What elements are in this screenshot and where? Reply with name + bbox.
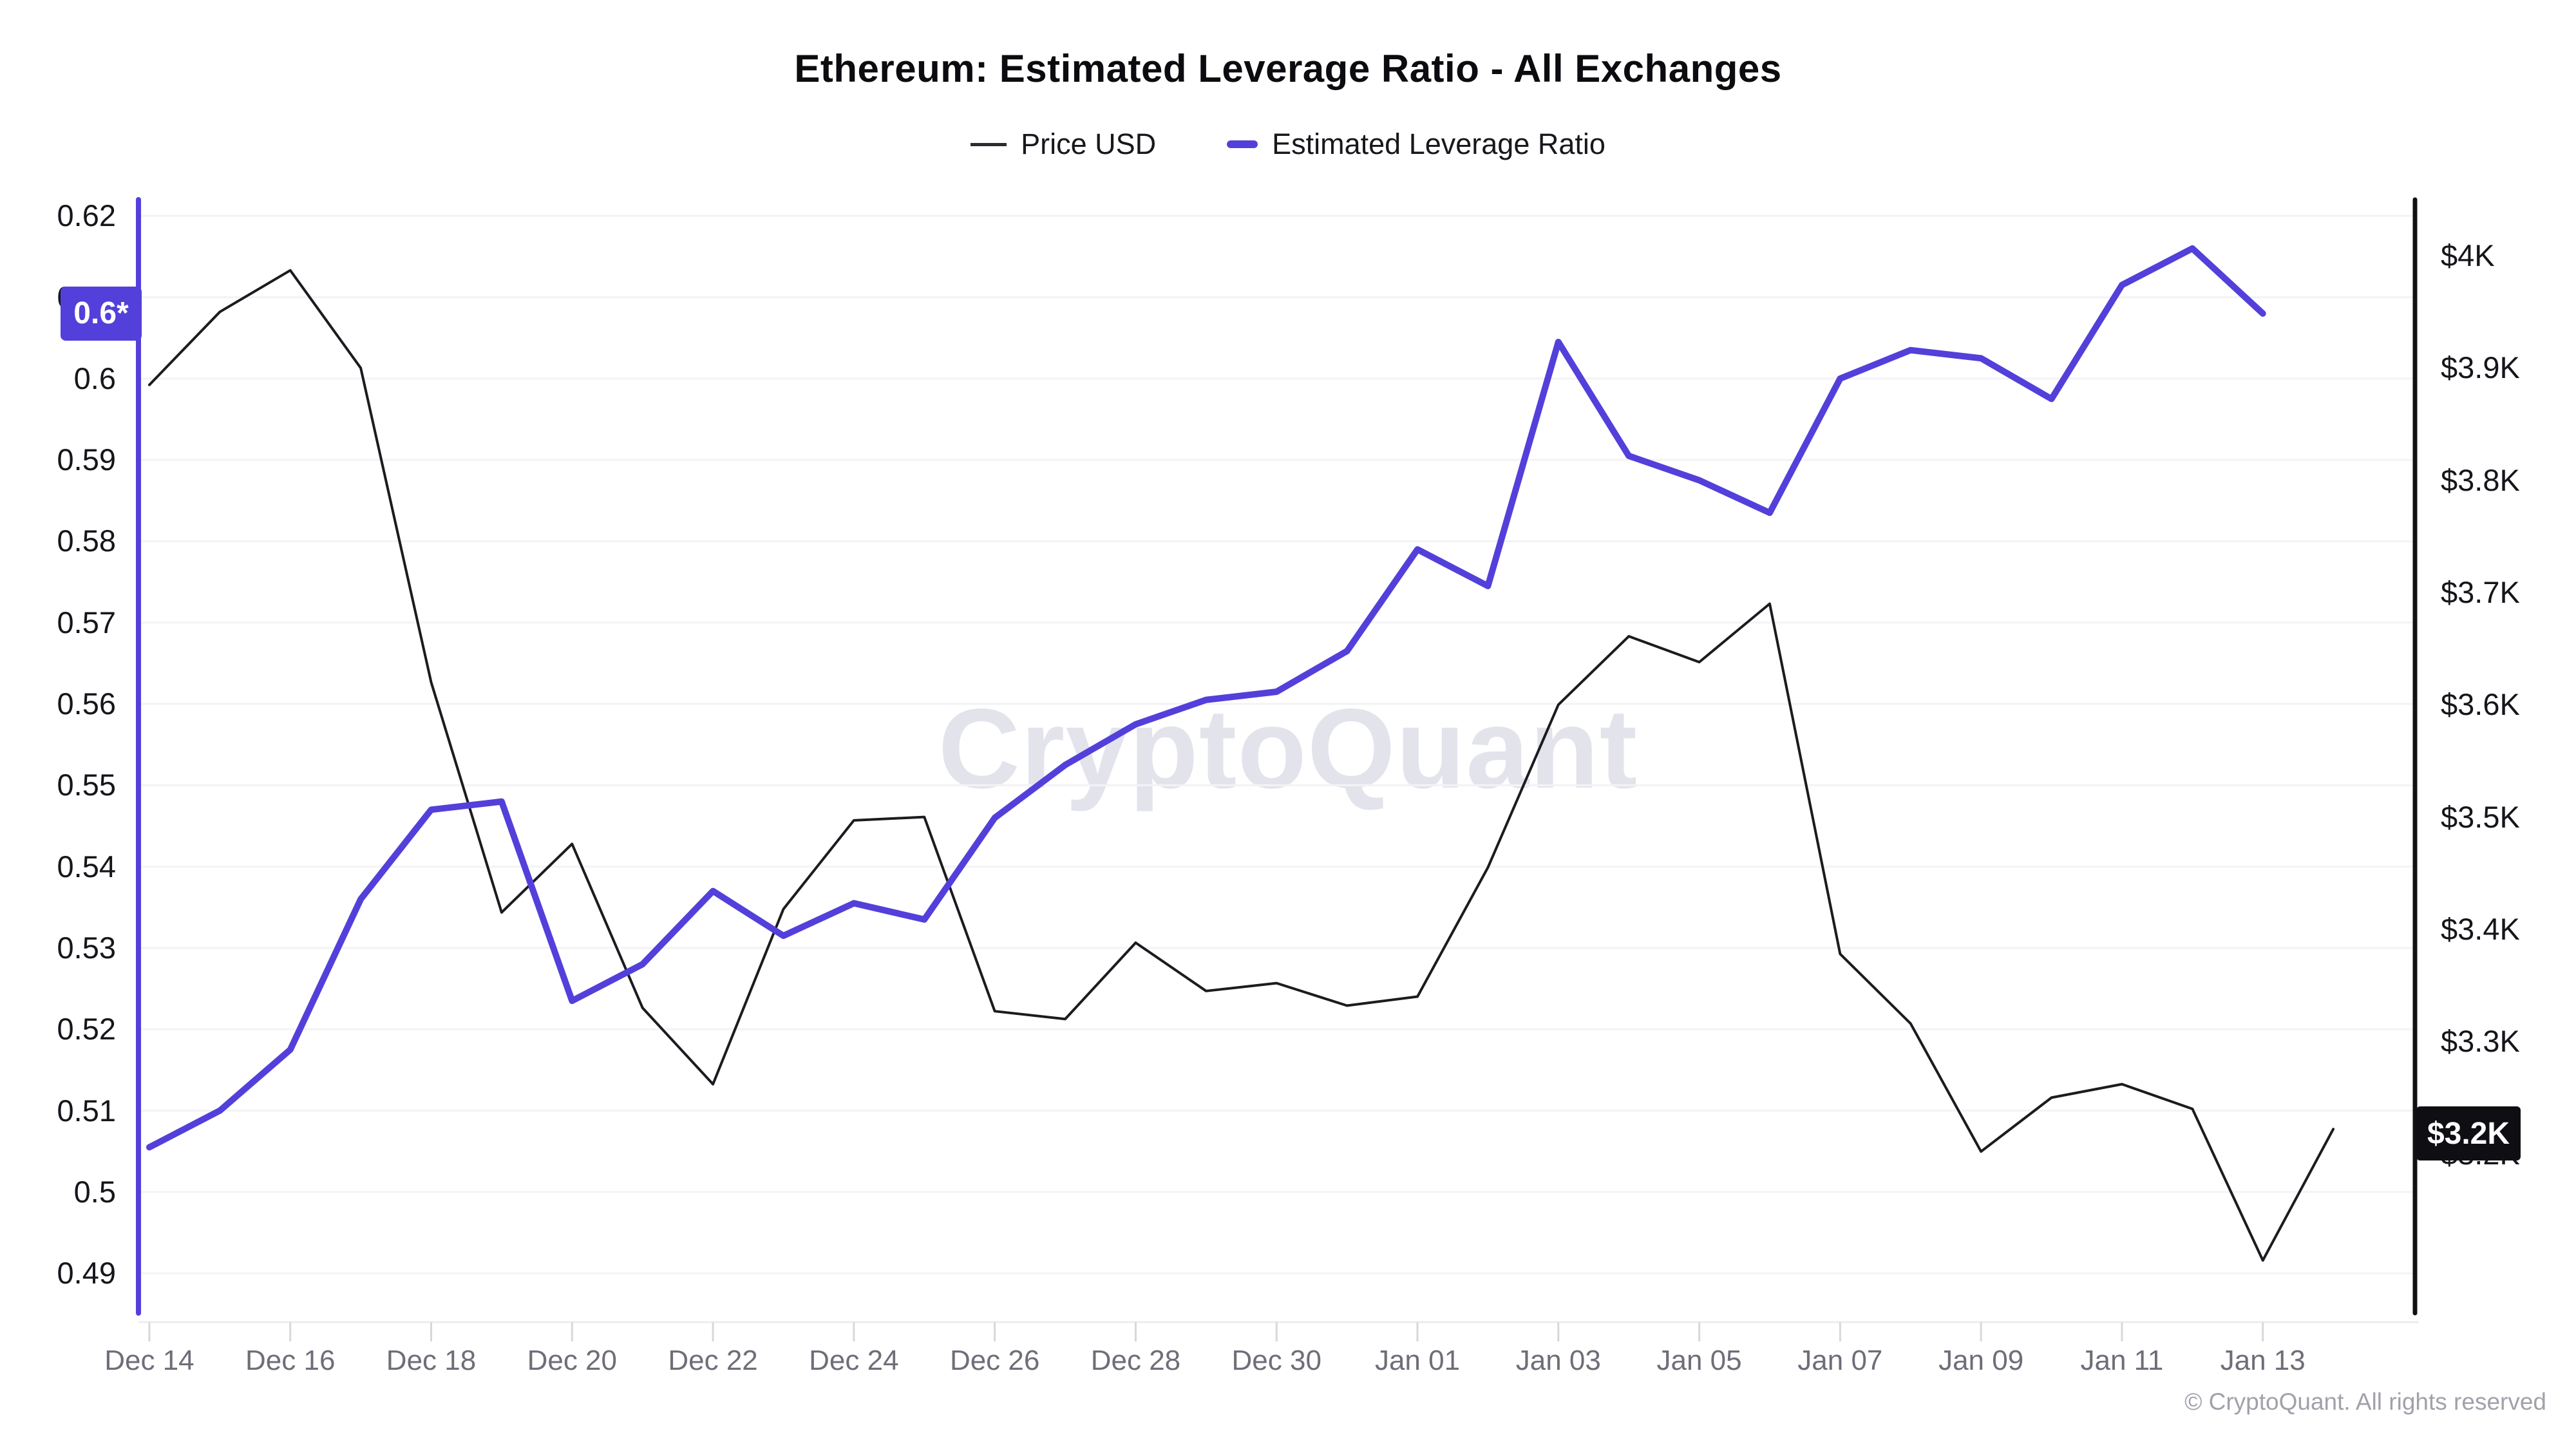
legend-label-price: Price USD (1021, 128, 1157, 160)
price-last-value-badge: $3.2K (2416, 1106, 2521, 1161)
legend-label-elr: Estimated Leverage Ratio (1272, 128, 1605, 160)
elr-line (146, 245, 2266, 1151)
legend: Price USD Estimated Leverage Ratio (0, 128, 2576, 161)
price-line (147, 269, 2335, 1262)
elr-line-swatch-icon (1227, 140, 1258, 148)
legend-item-elr[interactable]: Estimated Leverage Ratio (1227, 128, 1605, 161)
legend-item-price[interactable]: Price USD (971, 128, 1156, 161)
chart-title: Ethereum: Estimated Leverage Ratio - All… (794, 47, 1782, 90)
price-line-swatch-icon (971, 142, 1007, 146)
elr-last-value-badge: 0.6* (61, 286, 142, 341)
copyright-footer: © CryptoQuant. All rights reserved (2184, 1388, 2546, 1415)
